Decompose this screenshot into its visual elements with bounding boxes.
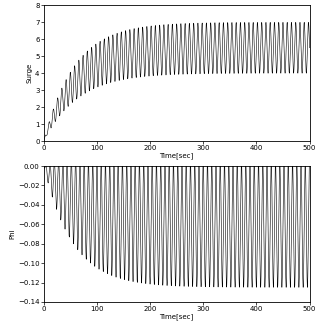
X-axis label: Time[sec]: Time[sec] (160, 314, 194, 320)
X-axis label: Time[sec]: Time[sec] (160, 153, 194, 160)
Y-axis label: Phi: Phi (9, 229, 15, 239)
Y-axis label: Surge: Surge (26, 63, 32, 83)
